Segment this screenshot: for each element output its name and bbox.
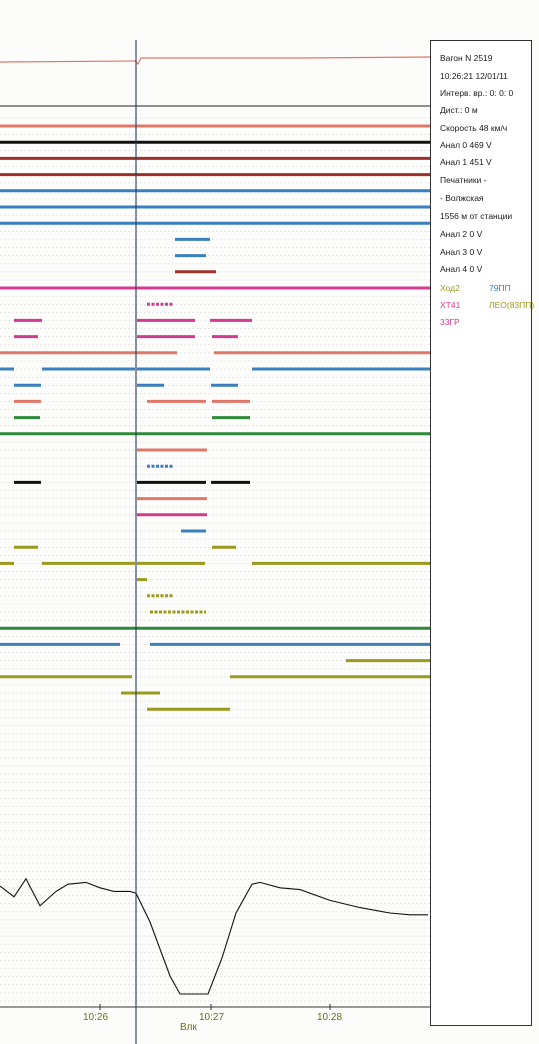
info-panel: Вагон N 2519 10:26:21 12/01/11 Интерв. в… xyxy=(430,40,535,1026)
legend-item: ЛЕО(83ПП) xyxy=(489,300,535,310)
car-number: Вагон N 2519 xyxy=(440,53,493,63)
analog-4: Анал 4 0 V xyxy=(440,264,483,274)
speed-trace xyxy=(0,877,428,995)
station-marker-label: Влк xyxy=(180,1022,197,1033)
chart-canvas xyxy=(0,40,430,1044)
x-tick-label: 10:27 xyxy=(199,1012,225,1023)
analog-1: Анал 1 451 V xyxy=(440,157,492,167)
speed: Скорость 48 км/ч xyxy=(440,123,508,133)
legend-item: 33ГР xyxy=(440,317,460,327)
analog-3: Анал 3 0 V xyxy=(440,247,483,257)
distance-from-station: 1556 м от станции xyxy=(440,211,513,221)
section-to: - Волжская xyxy=(440,193,484,203)
section-from: Печатники - xyxy=(440,175,487,185)
top-trace xyxy=(0,56,430,66)
legend-item: 79ПП xyxy=(489,283,511,293)
analog-2: Анал 2 0 V xyxy=(440,229,483,239)
x-tick-label: 10:26 xyxy=(83,1012,109,1023)
time-interval: Интерв. вр.: 0: 0: 0 xyxy=(440,88,514,98)
legend-item: ХТ41 xyxy=(440,300,461,310)
legend-item: Ход2 xyxy=(440,283,460,293)
x-tick-label: 10:28 xyxy=(317,1012,343,1023)
analog-0: Анал 0 469 V xyxy=(440,140,492,150)
timestamp: 10:26:21 12/01/11 xyxy=(440,71,508,81)
signal-chart: 10:26 10:27 10:28 Влк xyxy=(0,40,430,1044)
distance: Дист.: 0 м xyxy=(440,105,478,115)
